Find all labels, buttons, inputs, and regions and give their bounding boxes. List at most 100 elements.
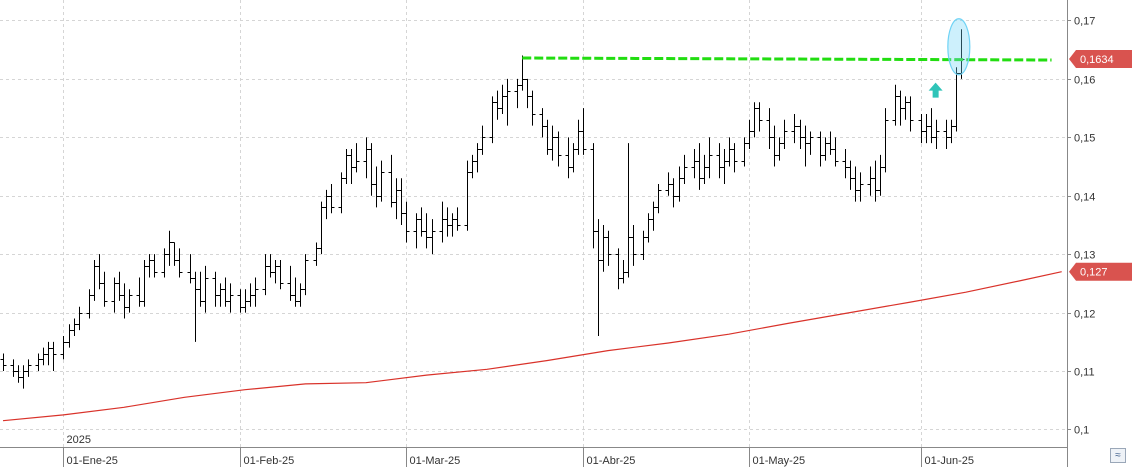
x-tick-label: 01-May-25 (753, 455, 806, 467)
ohlc-bar (948, 119, 955, 144)
ohlc-bar (726, 137, 733, 167)
ohlc-bar (292, 277, 299, 307)
ohlc-bar (146, 254, 153, 278)
ohlc-bar (857, 172, 864, 202)
ohlc-bar (514, 78, 521, 109)
y-tick-label: 0,13 (1074, 250, 1095, 262)
ohlc-bar (202, 265, 209, 313)
ohlc-bar (449, 213, 456, 237)
ohlc-bar (464, 160, 471, 231)
ohlc-bar (111, 277, 118, 313)
ohlc-bar (479, 125, 486, 155)
ohlc-bar (867, 166, 874, 196)
ohlc-bar (237, 289, 244, 313)
ohlc-bar (872, 160, 879, 202)
ohlc-bar (776, 137, 783, 161)
ohlc-bar (328, 184, 335, 214)
ohlc-bar (413, 213, 420, 249)
x-tick-label: 01-Mar-25 (410, 455, 461, 467)
ohlc-bar (570, 143, 577, 173)
ohlc-bar (66, 324, 73, 348)
ohlc-bar (494, 90, 501, 120)
ohlc-bar (474, 143, 481, 173)
ohlc-bar (655, 184, 662, 214)
ohlc-bar (262, 254, 269, 296)
ohlc-bar (267, 254, 274, 278)
ohlc-bar (469, 154, 476, 179)
ohlc-bar (746, 119, 753, 149)
ohlc-bar (721, 149, 728, 185)
ohlc-bar (76, 306, 83, 331)
ohlc-bar (252, 277, 259, 307)
ohlc-bar (318, 201, 325, 255)
ohlc-bar (933, 119, 940, 149)
ohlc-bar (418, 207, 425, 237)
ohlc-bar (368, 143, 375, 196)
ohlc-bar (524, 78, 531, 109)
year-marker-label: 2025 (67, 434, 91, 446)
moving-average-layer (2, 271, 1062, 422)
ohlc-bar (882, 108, 889, 173)
price-badge-bg (1069, 262, 1132, 281)
ohlc-bar (454, 207, 461, 231)
ohlc-bar (600, 224, 607, 272)
price-badge-label: 0,1634 (1080, 54, 1114, 66)
ohlc-bar (716, 143, 723, 179)
y-tick-label: 0,16 (1074, 75, 1095, 87)
ohlc-bar (227, 283, 234, 313)
ohlc-bar (25, 359, 32, 377)
scroll-right-button[interactable]: ≈ (1110, 448, 1126, 463)
ohlc-bar (741, 137, 748, 167)
ohlc-bar (176, 248, 183, 278)
ohlc-bar (565, 137, 572, 179)
ohlc-bar (15, 365, 22, 383)
ohlc-bar (323, 189, 330, 220)
ohlc-bar (529, 90, 536, 126)
ohlc-bar (706, 137, 713, 179)
x-tick-label: 01-Ene-25 (67, 455, 118, 467)
ohlc-bar (403, 201, 410, 243)
ohlc-bar (136, 277, 143, 307)
x-tick-label: 01-Jun-25 (925, 455, 975, 467)
y-axis-labels: 0,17 0,16 0,15 0,14 0,13 0,12 0,11 0,1 (1074, 16, 1095, 437)
ohlc-bar (212, 271, 219, 307)
ohlc-bar (832, 137, 839, 167)
ohlc-bar (363, 137, 370, 179)
ohlc-bar (126, 289, 133, 313)
ohlc-bar (141, 260, 148, 307)
ohlc-bar (842, 149, 849, 179)
ohlc-bar (907, 96, 914, 132)
ohlc-bar (691, 149, 698, 179)
ohlc-bar (40, 347, 47, 366)
ohlc-bar (439, 201, 446, 243)
x-tick-label: 01-Abr-25 (587, 455, 636, 467)
ohlc-bar (277, 260, 284, 290)
ohlc-bar (373, 166, 380, 208)
ohlc-bar (35, 353, 42, 372)
y-tick-label: 0,1 (1074, 425, 1089, 437)
ohlc-bar (827, 131, 834, 155)
y-tick-label: 0,12 (1074, 309, 1095, 321)
ohlc-bar (918, 113, 925, 144)
ohlc-bar (302, 254, 309, 296)
ohlc-bar (877, 154, 884, 196)
moving-average-line (2, 271, 1062, 422)
ohlc-bar (242, 289, 249, 313)
ohlc-bar (423, 213, 430, 249)
ohlc-bar (166, 230, 173, 266)
ohlc-bar (802, 125, 809, 167)
ohlc-bar (953, 67, 960, 132)
up-arrow-icon (928, 82, 943, 98)
ohlc-bar (681, 154, 688, 185)
ohlc-bar (676, 166, 683, 202)
ohlc-bar (892, 84, 899, 126)
ohlc-bar (20, 365, 27, 389)
ohlc-bar (943, 119, 950, 149)
ohlc-bar (378, 160, 385, 202)
ohlc-bar (519, 55, 526, 91)
ohlc-bar (45, 341, 52, 366)
ohlc-bar (343, 149, 350, 185)
ohlc-bar (923, 113, 930, 144)
ohlc-bar (187, 254, 194, 284)
